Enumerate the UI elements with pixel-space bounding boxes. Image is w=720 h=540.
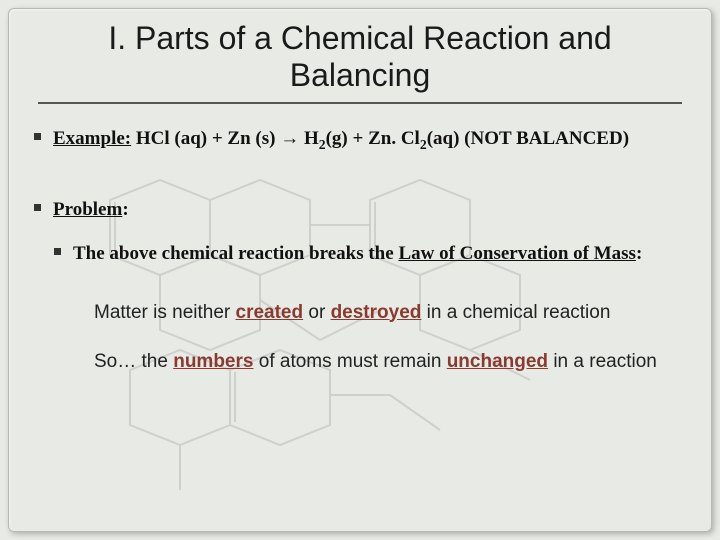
reaction-arrow-icon: → — [280, 128, 299, 149]
subscript-1: 2 — [319, 136, 326, 151]
emph-numbers: numbers — [173, 351, 253, 372]
spacer — [30, 324, 690, 350]
law-post: : — [636, 243, 642, 264]
b2-t3: in a reaction — [548, 351, 657, 372]
example-eq-4: (aq) (NOT BALANCED) — [427, 128, 629, 149]
bullet-law: The above chemical reaction breaks the L… — [54, 241, 690, 267]
example-label: Example: — [53, 128, 131, 149]
problem-text: Problem: — [53, 197, 129, 223]
example-text: Example: HCl (aq) + Zn (s) → H2(g) + Zn.… — [53, 126, 629, 152]
bullet-problem: Problem: — [34, 197, 690, 223]
title-underline — [38, 102, 682, 104]
bullet-example: Example: HCl (aq) + Zn (s) → H2(g) + Zn.… — [34, 126, 690, 152]
emph-unchanged: unchanged — [447, 351, 548, 372]
emph-destroyed: destroyed — [331, 302, 422, 323]
body-statement-2: So… the numbers of atoms must remain unc… — [94, 350, 660, 374]
law-name: Law of Conservation of Mass — [398, 243, 636, 264]
bullet-square-icon — [34, 204, 41, 211]
title-line-2: Balancing — [290, 57, 431, 93]
emph-created: created — [236, 302, 304, 323]
bullet-square-icon — [34, 133, 41, 140]
example-eq-1: HCl (aq) + Zn (s) — [131, 128, 280, 149]
problem-label: Problem — [53, 199, 122, 220]
law-pre: The above chemical reaction breaks the — [73, 243, 398, 264]
bullet-square-icon — [54, 248, 61, 255]
law-text: The above chemical reaction breaks the L… — [73, 241, 642, 267]
b1-t1: Matter is neither — [94, 302, 236, 323]
b2-t1: So… the — [94, 351, 173, 372]
body-statement-1: Matter is neither created or destroyed i… — [94, 301, 660, 325]
subscript-2: 2 — [420, 136, 427, 151]
b2-t2: of atoms must remain — [253, 351, 446, 372]
example-eq-3: (g) + Zn. Cl — [326, 128, 420, 149]
spacer — [30, 285, 690, 301]
b1-t2: or — [303, 302, 330, 323]
slide-content: I. Parts of a Chemical Reaction and Bala… — [0, 0, 720, 540]
slide-title: I. Parts of a Chemical Reaction and Bala… — [30, 20, 690, 102]
spacer — [30, 169, 690, 197]
title-line-1: I. Parts of a Chemical Reaction and — [108, 20, 611, 56]
b1-t3: in a chemical reaction — [421, 302, 610, 323]
example-eq-2: H — [299, 128, 319, 149]
problem-colon: : — [122, 199, 128, 220]
